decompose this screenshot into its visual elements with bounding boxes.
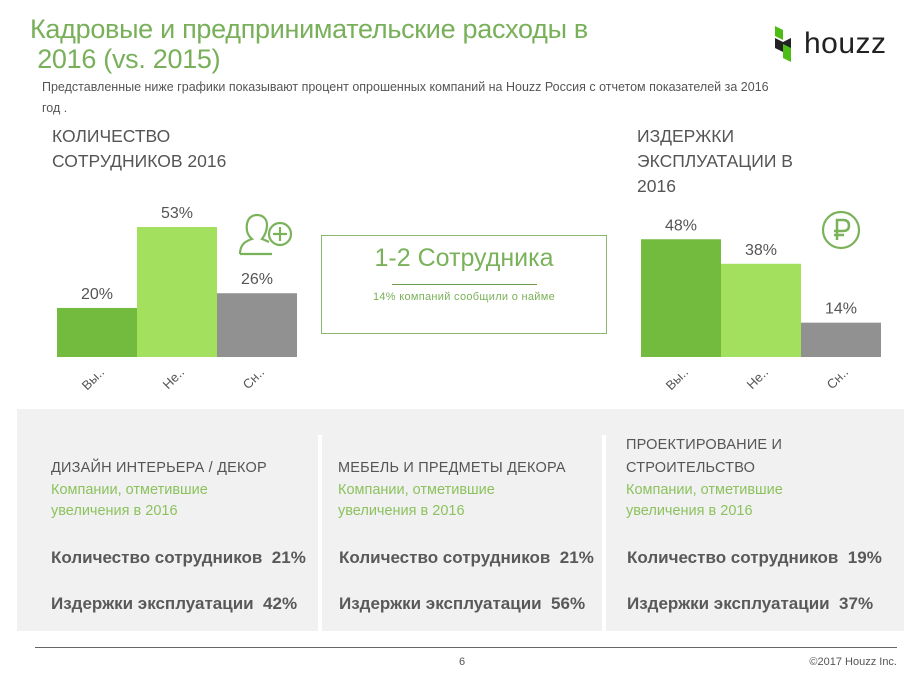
houzz-leaf-icon <box>775 26 791 62</box>
data-label: 20% <box>81 286 113 303</box>
segment-sub: Компании, отметившие <box>51 482 208 498</box>
chart-title-text: ИЗДЕРЖКИ ЭКСПЛУАТАЦИИ В 2016 <box>637 126 793 196</box>
footer-divider <box>35 647 897 648</box>
subtitle: Представленные ниже графики показывают п… <box>42 80 769 115</box>
category-label: Сн.. <box>240 365 267 392</box>
segment-sub: увеличения в 2016 <box>338 503 465 519</box>
data-label: 53% <box>161 205 193 222</box>
staff-bar-chart: 20% Вы.. 53% Не.. 26% Сн.. <box>57 205 297 393</box>
hiring-callout: 1-2 Сотрудника 14% компаний сообщили о н… <box>321 235 607 334</box>
bar <box>801 322 881 357</box>
callout-main: 1-2 Сотрудника <box>374 244 554 272</box>
segment-furniture: МЕБЕЛЬ И ПРЕДМЕТЫ ДЕКОРА Компании, отмет… <box>338 457 608 522</box>
bar <box>641 239 721 357</box>
segment-interior-design: ДИЗАЙН ИНТЕРЬЕРА / ДЕКОР Компании, отмет… <box>51 457 316 522</box>
segment-staff-stat: Количество сотрудников 21% <box>51 548 306 567</box>
category-label: Не.. <box>160 365 187 392</box>
logo-text: houzz <box>804 27 887 60</box>
divider <box>318 435 322 631</box>
data-label: 26% <box>241 271 273 288</box>
bar <box>217 293 297 357</box>
category-label: Сн.. <box>824 365 851 392</box>
callout-sub: 14% компаний сообщили о найме <box>372 291 556 303</box>
segment-sub: Компании, отметившие <box>626 482 783 498</box>
divider <box>602 435 606 631</box>
copyright: ©2017 Houzz Inc. <box>809 656 897 668</box>
segment-sub: увеличения в 2016 <box>626 503 753 519</box>
chart-title-staff: КОЛИЧЕСТВО СОТРУДНИКОВ 2016 <box>52 124 272 174</box>
houzz-logo: houzz <box>772 26 887 62</box>
segment-staff-stat: Количество сотрудников 19% <box>627 548 882 567</box>
segment-costs-stat: Издержки эксплуатации 37% <box>627 594 874 613</box>
page-title: Кадровые и предпринимательские расходы в… <box>30 14 588 74</box>
bar <box>57 307 137 357</box>
chart-title-costs: ИЗДЕРЖКИ ЭКСПЛУАТАЦИИ В 2016 <box>637 124 827 199</box>
bar <box>721 263 801 357</box>
segment-sub: Компании, отметившие <box>338 482 495 498</box>
segment-title: МЕБЕЛЬ И ПРЕДМЕТЫ ДЕКОРА <box>338 460 566 476</box>
data-label: 38% <box>745 242 777 259</box>
page-number: 6 <box>459 656 466 668</box>
costs-bar-chart: 48% Вы.. 38% Не.. 14% Сн.. <box>641 217 881 393</box>
chart-title-text: КОЛИЧЕСТВО СОТРУДНИКОВ 2016 <box>52 126 227 171</box>
data-label: 48% <box>665 217 697 234</box>
segment-sub: увеличения в 2016 <box>51 503 178 519</box>
segments-panel <box>17 409 904 631</box>
bar <box>137 227 217 357</box>
segment-title: ПРОЕКТИРОВАНИЕ И СТРОИТЕЛЬСТВО <box>626 437 783 476</box>
title-line-2: 2016 (vs. 2015) <box>30 44 221 74</box>
segment-costs-stat: Издержки эксплуатации 42% <box>51 594 298 613</box>
user-add-icon <box>238 213 293 256</box>
category-label: Вы.. <box>663 365 691 393</box>
segment-staff-stat: Количество сотрудников 21% <box>339 548 594 567</box>
segment-title: ДИЗАЙН ИНТЕРЬЕРА / ДЕКОР <box>51 460 267 476</box>
title-line-1: Кадровые и предпринимательские расходы в <box>30 14 588 44</box>
callout-divider <box>391 284 537 285</box>
segment-costs-stat: Издержки эксплуатации 56% <box>339 594 586 613</box>
ruble-icon <box>821 210 861 250</box>
data-label: 14% <box>825 301 857 318</box>
category-label: Вы.. <box>79 365 107 393</box>
category-label: Не.. <box>744 365 771 392</box>
segment-construction: ПРОЕКТИРОВАНИЕ И СТРОИТЕЛЬСТВО Компании,… <box>626 434 826 522</box>
